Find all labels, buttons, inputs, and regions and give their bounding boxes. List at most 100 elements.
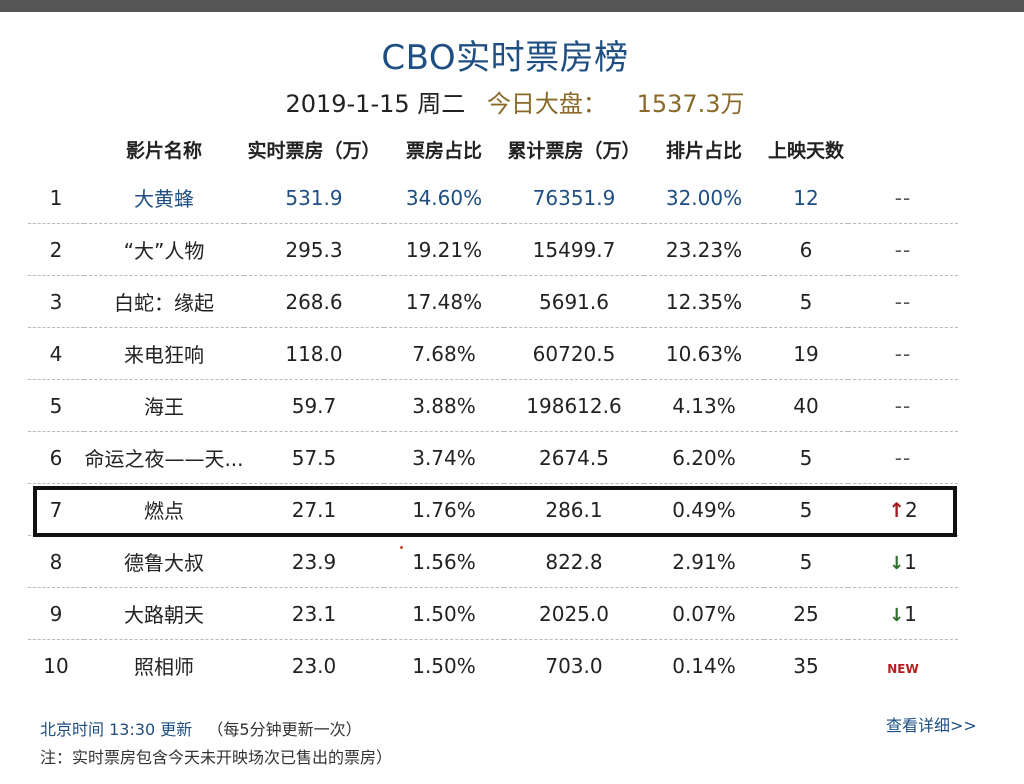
film-name-cell: 海王	[84, 379, 244, 432]
footnote: 注：实时票房包含今天未开映场次已售出的票房）	[40, 748, 393, 767]
change-value: 1	[904, 549, 917, 574]
screening-cell: 4.13%	[644, 379, 764, 432]
page-title: CBO实时票房榜	[381, 38, 629, 78]
share-cell: 1.50%	[412, 653, 476, 678]
table-row: 8 德鲁大叔 23.9 1.56% 822.8 2.91% 5 ↓1	[28, 535, 958, 588]
cumulative-cell: 2025.0	[504, 587, 644, 640]
change-value: --	[894, 185, 912, 210]
change-cell: --	[848, 431, 958, 484]
film-name-cell: 白蛇：缘起	[84, 275, 244, 328]
screening-cell: 23.23%	[644, 223, 764, 276]
realtime-cell: 531.9	[244, 172, 384, 224]
arrow-up-icon: ↑	[888, 497, 906, 522]
rank-cell: 10	[43, 653, 69, 678]
change-value: 1	[904, 601, 917, 626]
rank-cell: 5	[28, 379, 84, 432]
screening-cell: 0.07%	[644, 587, 764, 640]
table-row: 10 照相师 23.0 1.50% 703.0 0.14% 35 NEW	[28, 640, 958, 692]
film-name-cell: 德鲁大叔	[84, 535, 244, 588]
change-value: 2	[905, 497, 918, 522]
header-share: 票房占比	[405, 139, 482, 162]
share-cell: 1.76%	[384, 483, 504, 536]
details-link[interactable]: 查看详细>>	[886, 716, 977, 735]
realtime-cell: 23.1	[244, 587, 384, 640]
header-change	[848, 126, 958, 172]
rank-cell: 3	[28, 275, 84, 328]
days-cell: 12	[764, 172, 848, 224]
cumulative-cell: 15499.7	[504, 223, 644, 276]
film-name-cell: 大路朝天	[84, 587, 244, 640]
days-cell: 5	[764, 431, 848, 484]
cumulative-cell: 286.1	[504, 483, 644, 536]
days-cell: 25	[764, 587, 848, 640]
days-cell: 19	[764, 327, 848, 380]
change-value: --	[894, 393, 912, 418]
cumulative-cell: 60720.5	[504, 327, 644, 380]
weekday-text: 周二	[417, 90, 466, 118]
change-cell: NEW	[848, 640, 958, 692]
screening-cell: 12.35%	[644, 275, 764, 328]
header-days: 上映天数	[767, 139, 844, 162]
update-time: 北京时间 13:30 更新	[40, 720, 193, 739]
film-name-cell: 命运之夜——天...	[84, 431, 244, 484]
header-cumulative: 累计票房（万）	[507, 139, 641, 162]
total-label: 今日大盘：	[486, 90, 607, 118]
change-cell: --	[848, 223, 958, 276]
arrow-down-icon: ↓	[889, 552, 905, 574]
table-row: 5 海王 59.7 3.88% 198612.6 4.13% 40 --	[28, 379, 958, 432]
table-header-row: 影片名称 实时票房（万） 票房占比 累计票房（万） 排片占比 上映天数	[28, 126, 958, 172]
days-cell: 35	[793, 653, 819, 678]
new-badge: NEW	[887, 661, 919, 676]
header-rank	[28, 126, 84, 172]
realtime-cell: 268.6	[244, 275, 384, 328]
change-value: --	[894, 289, 912, 314]
film-name-cell: “大”人物	[84, 223, 244, 276]
screening-cell: 0.14%	[672, 653, 736, 678]
update-info: 北京时间 13:30 更新 （每5分钟更新一次）	[40, 716, 362, 740]
stray-dot	[400, 546, 403, 549]
box-office-table: 影片名称 实时票房（万） 票房占比 累计票房（万） 排片占比 上映天数 1 大黄蜂…	[28, 126, 958, 691]
rank-cell: 2	[28, 223, 84, 276]
rank-cell: 7	[28, 483, 84, 536]
realtime-cell: 59.7	[244, 379, 384, 432]
share-cell: 7.68%	[384, 327, 504, 380]
realtime-cell: 57.5	[244, 431, 384, 484]
change-cell: ↑2	[848, 483, 958, 536]
film-name-cell: 大黄蜂	[84, 172, 244, 224]
table-row: 9 大路朝天 23.1 1.50% 2025.0 0.07% 25 ↓1	[28, 587, 958, 640]
share-cell: 17.48%	[384, 275, 504, 328]
realtime-cell: 295.3	[244, 223, 384, 276]
update-note: （每5分钟更新一次）	[207, 720, 362, 739]
summary-line: 2019-1-15 周二 今日大盘： 1537.3万	[0, 84, 1024, 119]
screening-cell: 10.63%	[644, 327, 764, 380]
rank-cell: 4	[28, 327, 84, 380]
screening-cell: 6.20%	[644, 431, 764, 484]
change-cell: ↓1	[848, 587, 958, 640]
cumulative-cell: 5691.6	[504, 275, 644, 328]
days-cell: 5	[764, 483, 848, 536]
film-name-cell: 照相师	[134, 655, 194, 679]
header-realtime: 实时票房（万）	[247, 139, 381, 162]
days-cell: 5	[764, 535, 848, 588]
days-cell: 6	[764, 223, 848, 276]
cumulative-cell: 703.0	[545, 653, 603, 678]
share-cell: 1.56%	[384, 535, 504, 588]
table-row: 4 来电狂响 118.0 7.68% 60720.5 10.63% 19 --	[28, 327, 958, 380]
highlight-box	[33, 486, 957, 537]
table-row: 1 大黄蜂 531.9 34.60% 76351.9 32.00% 12 --	[28, 172, 958, 224]
cumulative-cell: 76351.9	[504, 172, 644, 224]
change-value: --	[894, 341, 912, 366]
change-cell: --	[848, 172, 958, 224]
realtime-cell: 23.0	[291, 653, 337, 678]
header-name: 影片名称	[125, 139, 202, 162]
total-value: 1537.3万	[636, 90, 745, 118]
change-cell: ↓1	[848, 535, 958, 588]
header-screening: 排片占比	[665, 139, 742, 162]
table-row: 2 “大”人物 295.3 19.21% 15499.7 23.23% 6 --	[28, 223, 958, 276]
days-cell: 5	[764, 275, 848, 328]
table-row: 3 白蛇：缘起 268.6 17.48% 5691.6 12.35% 5 --	[28, 275, 958, 328]
share-cell: 1.50%	[384, 587, 504, 640]
realtime-cell: 23.9	[244, 535, 384, 588]
realtime-cell: 27.1	[244, 483, 384, 536]
realtime-cell: 118.0	[244, 327, 384, 380]
